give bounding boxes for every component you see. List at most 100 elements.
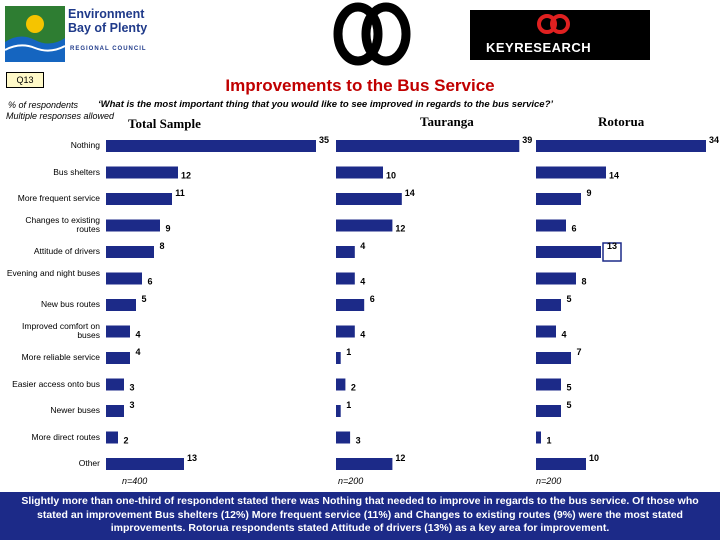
bar [536,272,576,285]
value-label: 10 [386,171,396,181]
bar [536,299,561,311]
category-label: More direct routes [31,431,101,442]
summary-footer: Slightly more than one-third of responde… [0,492,720,540]
value-label: 3 [356,436,361,446]
value-label: 4 [561,330,566,340]
bar [336,325,355,338]
value-label: 8 [159,241,164,251]
header: Environment Bay of Plenty REGIONAL COUNC… [0,0,720,68]
category-label: Newer buses [50,405,100,415]
value-label: 2 [351,383,356,393]
category-label: Evening and night buses [6,267,100,278]
bar [336,378,346,391]
n-label-rotorua: n=200 [536,476,562,486]
value-label: 8 [581,277,586,287]
value-label: 2 [123,436,128,446]
value-label: 12 [395,224,405,234]
bar [336,405,341,417]
bar [536,140,706,152]
value-label: 1 [546,436,551,446]
bar [106,219,160,232]
category-label: More frequent service [17,193,100,203]
value-label: 5 [141,294,146,304]
value-label: 9 [586,188,591,198]
bar [536,378,561,391]
multiple-responses-note: Multiple responses allowed [6,111,115,121]
bar [106,193,172,205]
question-text: ‘What is the most important thing that y… [98,99,554,110]
value-label: 14 [609,171,619,181]
value-label: 34 [709,135,719,145]
n-label-tauranga: n=200 [338,476,364,486]
category-label: Improved comfort on buses [22,320,100,340]
bar-chart: 3512119865443321339101412446412131234149… [106,135,719,470]
bar [336,431,351,444]
value-label: 13 [187,453,197,463]
logo-line-2: Bay of Plenty [68,21,148,35]
bar [106,166,178,179]
value-label: 13 [607,241,617,251]
category-label: New bus routes [40,299,100,309]
bar [536,219,566,232]
keyresearch-rings-icon [537,14,570,34]
value-label: 7 [576,347,581,357]
panel-title-rotorua: Rotorua [598,114,645,129]
value-label: 3 [129,383,134,393]
bar [536,166,606,179]
bar [336,219,393,232]
category-label: Easier access onto bus [12,378,100,389]
value-label: 6 [147,277,152,287]
value-label: 4 [135,347,140,357]
bar [336,272,355,285]
value-label: 4 [360,277,365,287]
keyresearch-logo [470,10,650,60]
value-label: 12 [181,171,191,181]
page-title: Improvements to the Bus Service [225,76,495,95]
value-label: 10 [589,453,599,463]
value-label: 14 [405,188,415,198]
bar [106,431,118,444]
value-label: 12 [395,453,405,463]
value-label: 5 [566,294,571,304]
bar [106,140,316,152]
bar [536,246,601,258]
value-label: 3 [129,400,134,410]
bar [336,458,393,470]
logo-line-1: Environment [68,7,145,21]
bar [106,325,130,338]
value-label: 11 [175,188,185,198]
value-label: 4 [360,330,365,340]
value-label: 6 [571,224,576,234]
bar [536,352,571,364]
logo-subtitle: REGIONAL COUNCIL [70,46,147,52]
value-label: 4 [135,330,140,340]
category-label: Attitude of drivers [33,246,100,256]
left-logo-text: Environment Bay of Plenty [68,7,164,35]
value-label: 4 [360,241,365,251]
bar [336,166,383,179]
bar [106,458,184,470]
value-label: 5 [566,400,571,410]
bar [336,352,341,364]
question-number-badge: Q13 [6,72,44,88]
bar [336,299,365,311]
keyresearch-text: KEYRESEARCH [486,40,592,55]
bar [106,378,124,391]
panel-title-total: Total Sample [128,116,201,131]
value-label: 5 [566,383,571,393]
bar [106,352,130,364]
category-label: Nothing [70,140,100,150]
rings-logo-icon [333,2,411,66]
bar [336,246,355,258]
category-label: Changes to existing routes [25,214,100,234]
value-label: 39 [522,135,532,145]
bar [106,272,142,285]
category-label: Bus shelters [53,166,100,177]
bar [336,140,520,152]
bar [106,299,136,311]
bar [536,405,561,417]
value-label: 6 [370,294,375,304]
value-label: 9 [165,224,170,234]
bar [536,431,541,444]
highlight-box [602,242,622,262]
